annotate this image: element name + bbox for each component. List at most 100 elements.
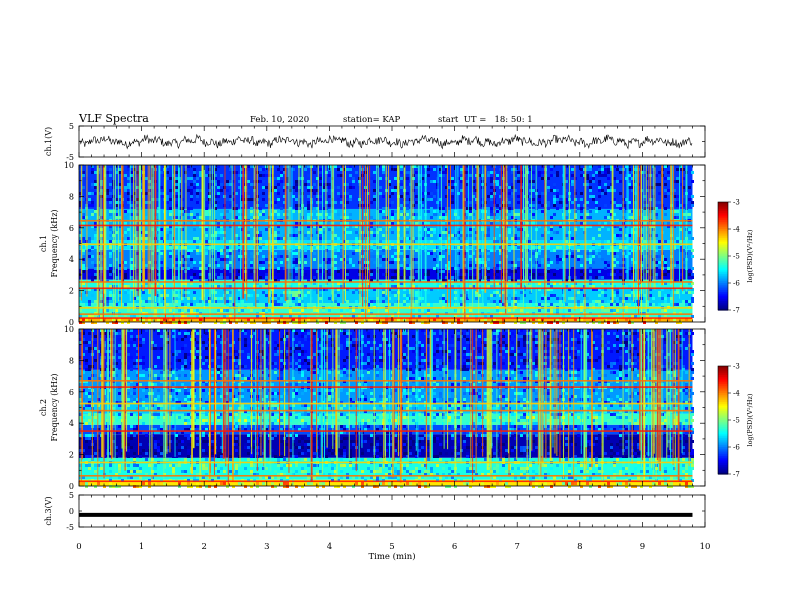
spectrogram-cell [514,234,517,237]
spectrogram-cell [136,362,139,365]
spectrogram-cell [82,267,85,270]
colorbar-step [718,292,728,295]
spectrogram-cell [439,174,442,177]
spectrogram-cell [136,425,139,428]
spectrogram-cell [598,300,601,303]
spectrogram-cell [658,291,661,294]
spectrogram-cell [439,168,442,171]
spectrogram-cell [601,309,604,312]
spectrogram-cell [664,246,667,249]
spectrogram-cell [181,273,184,276]
spectrogram-cell [100,318,103,321]
spectrogram-cell [433,282,436,285]
spectrogram-cell [157,416,160,419]
spectrogram-cell [268,321,271,324]
colorbar-step [718,299,728,302]
spectrogram-cell [394,249,397,252]
spectrogram-cell [208,165,211,168]
colorbar-step [718,227,728,230]
spectrogram-cell [556,261,559,264]
spectrogram-cell [415,309,418,312]
spectrogram-cell [145,264,148,267]
ch1-freq-tick-label: 0 [69,318,74,327]
spectrogram-cell [325,273,328,276]
spectrogram-cell [166,207,169,210]
spectrogram-cell [187,165,190,168]
spectrogram-cell [160,449,163,452]
spectrogram-cell [475,315,478,318]
spectrogram-cell [265,240,268,243]
spectrogram-cell [580,192,583,195]
spectrogram-cell [532,276,535,279]
colorbar-step [718,306,728,309]
spectrogram-cell [490,315,493,318]
spectrogram-cell [595,300,598,303]
spectrogram-cell [592,288,595,291]
spectrogram-cell [199,300,202,303]
spectrogram-cell [214,174,217,177]
spectrogram-cell [343,276,346,279]
spectrogram-cell [130,195,133,198]
spectrogram-cell [208,264,211,267]
colorbar-step [718,265,728,268]
spectrogram-cell [136,297,139,300]
spectrogram-cell [655,234,658,237]
spectrogram-cell [94,288,97,291]
spectrogram-cell [439,285,442,288]
spectrogram-cell [460,168,463,171]
spectrogram-cell [658,201,661,204]
spectrogram-cell [208,246,211,249]
spectrogram-cell [472,282,475,285]
spectrogram-cell [415,285,418,288]
spectrogram-cell [643,216,646,219]
spectrogram-cell [340,255,343,258]
spectrogram-cell [91,276,94,279]
spectrogram-cell [259,237,262,240]
spectrogram-cell [385,318,388,321]
spectrogram-cell [127,291,130,294]
colorbar-step [718,275,728,279]
spectrogram-cell [664,261,667,264]
spectrogram-cell [484,318,487,321]
spectrogram-cell [121,476,124,479]
spectrogram-cell [298,195,301,198]
spectrogram-cell [670,300,673,303]
spectrogram-cell [193,297,196,300]
spectrogram-cell [529,315,532,318]
spectrogram-cell [238,210,241,213]
sferic-streak [255,165,257,309]
spectrogram-cell [205,240,208,243]
spectrogram-cell [400,264,403,267]
spectrogram-cell [292,279,295,282]
spectrogram-cell [196,252,199,255]
spectrogram-cell [259,180,262,183]
spectrogram-cell [79,329,82,332]
spectrogram-cell [97,416,100,419]
spectrogram-cell [577,195,580,198]
spectrogram-cell [112,425,115,428]
spectrogram-cell [433,231,436,234]
spectrogram-cell [289,249,292,252]
spectrogram-cell [433,318,436,321]
spectrogram-cell [232,171,235,174]
spectrogram-cell [169,276,172,279]
spectrogram-cell [646,297,649,300]
spectrogram-cell [91,192,94,195]
spectrogram-cell [79,231,82,234]
sferic-streak [152,165,154,322]
spectrogram-cell [166,198,169,201]
spectrogram-cell [208,300,211,303]
spectrogram-cell [115,225,118,228]
spectrogram-cell [97,350,100,353]
spectrogram-cell [181,228,184,231]
spectrogram-cell [541,171,544,174]
spectrogram-cell [487,270,490,273]
spectrogram-cell [220,267,223,270]
sferic-streak [410,165,412,313]
spectrogram-cell [610,300,613,303]
spectrogram-cell [151,395,154,398]
spectrogram-cell [316,309,319,312]
spectrogram-cell [238,237,241,240]
sferic-streak [417,165,420,307]
spectrogram-cell [166,192,169,195]
